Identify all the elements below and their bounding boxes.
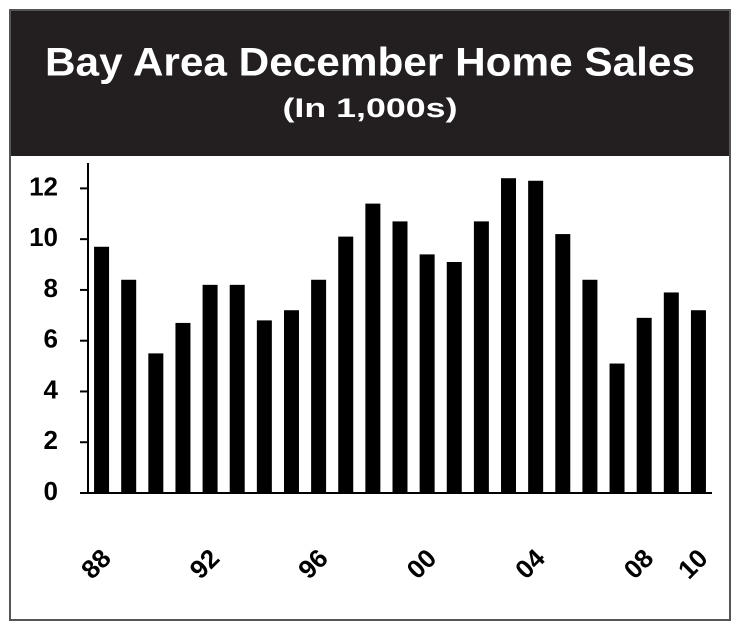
bar xyxy=(690,310,706,493)
bar xyxy=(121,279,137,493)
y-tick-label: 2 xyxy=(44,425,58,455)
y-tick-label: 0 xyxy=(44,476,58,506)
bar xyxy=(148,353,164,493)
bar xyxy=(392,221,408,493)
chart-subtitle: (In 1,000s) xyxy=(283,93,458,123)
bar xyxy=(94,246,110,493)
y-tick-label: 10 xyxy=(29,222,58,252)
bar xyxy=(419,254,435,493)
bar xyxy=(473,221,489,493)
bar xyxy=(528,180,544,493)
bar xyxy=(501,178,517,493)
header xyxy=(11,11,729,156)
bar xyxy=(609,363,625,493)
bar xyxy=(582,279,598,493)
y-tick-label: 12 xyxy=(29,171,58,201)
bar xyxy=(446,262,462,493)
bar xyxy=(555,234,571,494)
bar xyxy=(311,279,327,493)
y-tick-label: 4 xyxy=(44,374,59,404)
bar xyxy=(283,310,299,493)
bar xyxy=(202,284,218,493)
bar xyxy=(338,236,354,493)
bar xyxy=(175,322,191,493)
bar xyxy=(229,284,245,493)
chart-title: Bay Area December Home Sales xyxy=(45,41,695,85)
bar xyxy=(256,320,272,493)
bar xyxy=(663,292,679,493)
y-tick-label: 6 xyxy=(44,324,58,354)
bar xyxy=(636,317,652,493)
y-tick-label: 8 xyxy=(44,273,58,303)
bar xyxy=(365,203,381,493)
